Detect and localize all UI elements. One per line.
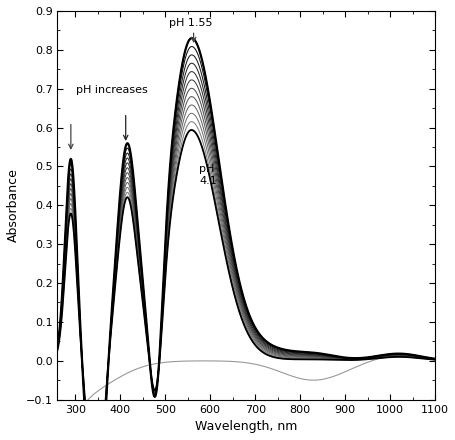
Text: pH
4.1: pH 4.1 bbox=[198, 165, 216, 186]
Y-axis label: Absorbance: Absorbance bbox=[7, 169, 20, 242]
Text: pH increases: pH increases bbox=[76, 84, 148, 95]
X-axis label: Wavelength, nm: Wavelength, nm bbox=[195, 420, 297, 433]
Text: pH 1.55: pH 1.55 bbox=[168, 18, 212, 29]
